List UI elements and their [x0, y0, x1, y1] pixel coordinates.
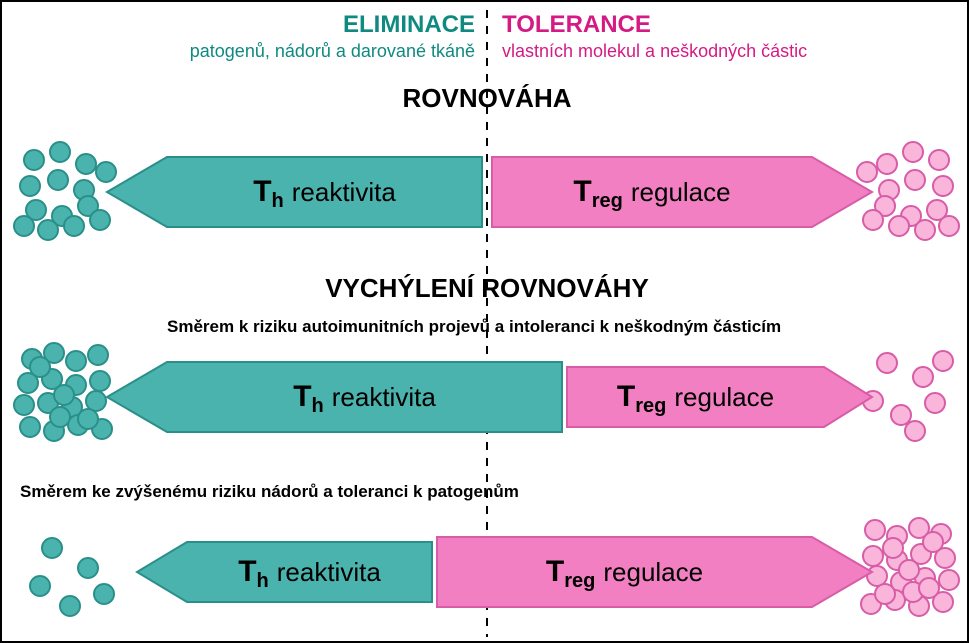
- teal-particle-icon: [86, 391, 106, 411]
- teal-particle-icon: [20, 417, 40, 437]
- pink-particle-icon: [883, 538, 903, 558]
- caption-tumor: Směrem ke zvýšenému riziku nádorů a tole…: [20, 482, 519, 501]
- teal-particle-icon: [14, 216, 34, 236]
- pink-particle-icon: [863, 546, 883, 566]
- teal-particle-icon: [64, 216, 84, 236]
- row-autoimmune: ThreaktivitaTregregulace: [14, 343, 953, 441]
- pink-particle-icon: [889, 216, 909, 236]
- pink-particle-icon: [923, 532, 943, 552]
- teal-particle-icon: [66, 351, 86, 371]
- pink-particle-icon: [865, 520, 885, 540]
- header-right-subtitle: vlastních molekul a neškodných částic: [502, 41, 807, 61]
- header-right-title: TOLERANCE: [502, 11, 651, 38]
- pink-particle-icon: [903, 142, 923, 162]
- teal-particle-icon: [30, 357, 50, 377]
- pink-particle-icon: [877, 353, 897, 373]
- pink-particle-icon: [933, 351, 953, 371]
- pink-particle-icon: [905, 170, 925, 190]
- teal-particle-icon: [78, 558, 98, 578]
- pink-particle-icon: [925, 393, 945, 413]
- teal-particle-icon: [60, 596, 80, 616]
- pink-particle-icon: [891, 405, 911, 425]
- imbalance-title: VYCHÝLENÍ ROVNOVÁHY: [325, 273, 649, 303]
- pink-particle-icon: [939, 570, 959, 590]
- teal-particle-icon: [78, 409, 98, 429]
- balance-title: ROVNOVÁHA: [402, 83, 571, 113]
- pink-particle-icon: [877, 154, 897, 174]
- teal-particle-icon: [54, 385, 74, 405]
- teal-particle-icon: [94, 584, 114, 604]
- teal-particle-icon: [50, 142, 70, 162]
- pink-particle-icon: [875, 584, 895, 604]
- teal-particle-icon: [50, 407, 70, 427]
- teal-particle-icon: [42, 538, 62, 558]
- teal-particle-icon: [38, 220, 58, 240]
- teal-particle-icon: [96, 162, 116, 182]
- pink-particle-icon: [919, 578, 939, 598]
- header-left-subtitle: patogenů, nádorů a darované tkáně: [190, 41, 475, 61]
- teal-particle-icon: [24, 150, 44, 170]
- pink-particle-icon: [913, 367, 933, 387]
- teal-particle-icon: [88, 345, 108, 365]
- teal-particle-icon: [14, 395, 34, 415]
- teal-particle-icon: [20, 176, 40, 196]
- pink-particle-icon: [863, 210, 883, 230]
- pink-particle-icon: [915, 220, 935, 240]
- teal-particle-icon: [30, 576, 50, 596]
- teal-particle-icon: [76, 154, 96, 174]
- pink-particle-icon: [939, 216, 959, 236]
- header-left-title: ELIMINACE: [343, 11, 475, 38]
- row-tumor: ThreaktivitaTregregulace: [30, 518, 959, 616]
- pink-particle-icon: [899, 560, 919, 580]
- teal-particle-icon: [90, 371, 110, 391]
- pink-particle-icon: [857, 162, 877, 182]
- teal-particle-icon: [48, 170, 68, 190]
- caption-autoimmune: Směrem k riziku autoimunitních projevů a…: [167, 317, 781, 336]
- teal-particle-icon: [90, 210, 110, 230]
- pink-particle-icon: [933, 176, 953, 196]
- pink-particle-icon: [929, 150, 949, 170]
- pink-particle-icon: [867, 566, 887, 586]
- pink-particle-icon: [905, 421, 925, 441]
